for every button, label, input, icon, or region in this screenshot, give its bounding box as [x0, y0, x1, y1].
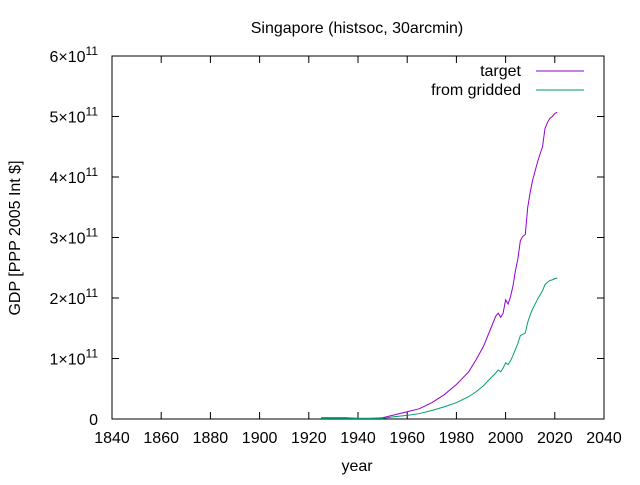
legend-label: target [480, 63, 521, 80]
y-tick-exponent: 11 [86, 286, 99, 300]
x-tick-label: 1860 [143, 430, 179, 447]
series-lines [321, 111, 558, 419]
y-tick-mantissa: 6×10 [49, 49, 85, 66]
y-tick-exponent: 11 [86, 226, 99, 240]
x-tick-label: 1980 [439, 430, 475, 447]
x-tick-label: 1900 [242, 430, 278, 447]
y-tick-label: 1×1011 [49, 347, 98, 369]
x-axis-label: year [341, 458, 373, 475]
y-tick-label: 0 [89, 412, 98, 429]
x-tick-label: 1940 [340, 430, 376, 447]
y-tick-mantissa: 4×10 [49, 170, 85, 187]
y-tick-mantissa: 2×10 [49, 291, 85, 308]
y-tick-label: 6×1011 [49, 44, 98, 66]
y-tick-label: 2×1011 [49, 286, 98, 308]
axes: 1840 1860 1880 1900 1920 1940 1960 1980 2000 2020… [49, 44, 621, 447]
x-tick-label: 2000 [488, 430, 524, 447]
y-tick-exponent: 11 [86, 44, 99, 58]
y-tick-mantissa: 5×10 [49, 110, 85, 127]
x-tick-label: 1880 [193, 430, 229, 447]
y-axis-label: GDP [PPP 2005 Int $] [7, 160, 24, 315]
y-tick-exponent: 11 [86, 105, 99, 119]
y-tick-mantissa: 1×10 [49, 352, 85, 369]
x-tick-label: 2040 [586, 430, 622, 447]
plot-frame [111, 55, 605, 420]
y-tick-mantissa: 3×10 [49, 231, 85, 248]
y-tick-exponent: 11 [86, 347, 99, 361]
y-tick-label: 3×1011 [49, 226, 98, 248]
legend-label: from gridded [431, 82, 521, 99]
x-tick-label: 1960 [389, 430, 425, 447]
y-tick-label: 5×1011 [49, 105, 98, 127]
x-tick-label: 2020 [537, 430, 573, 447]
legend: target from gridded [431, 63, 584, 99]
chart-title: Singapore (histsoc, 30arcmin) [251, 20, 464, 37]
x-tick-label: 1840 [94, 430, 130, 447]
series-line-1 [321, 277, 558, 419]
y-tick-exponent: 11 [86, 165, 99, 179]
x-tick-label: 1920 [291, 430, 327, 447]
y-tick-label: 4×1011 [49, 165, 98, 187]
series-line-0 [321, 111, 558, 419]
